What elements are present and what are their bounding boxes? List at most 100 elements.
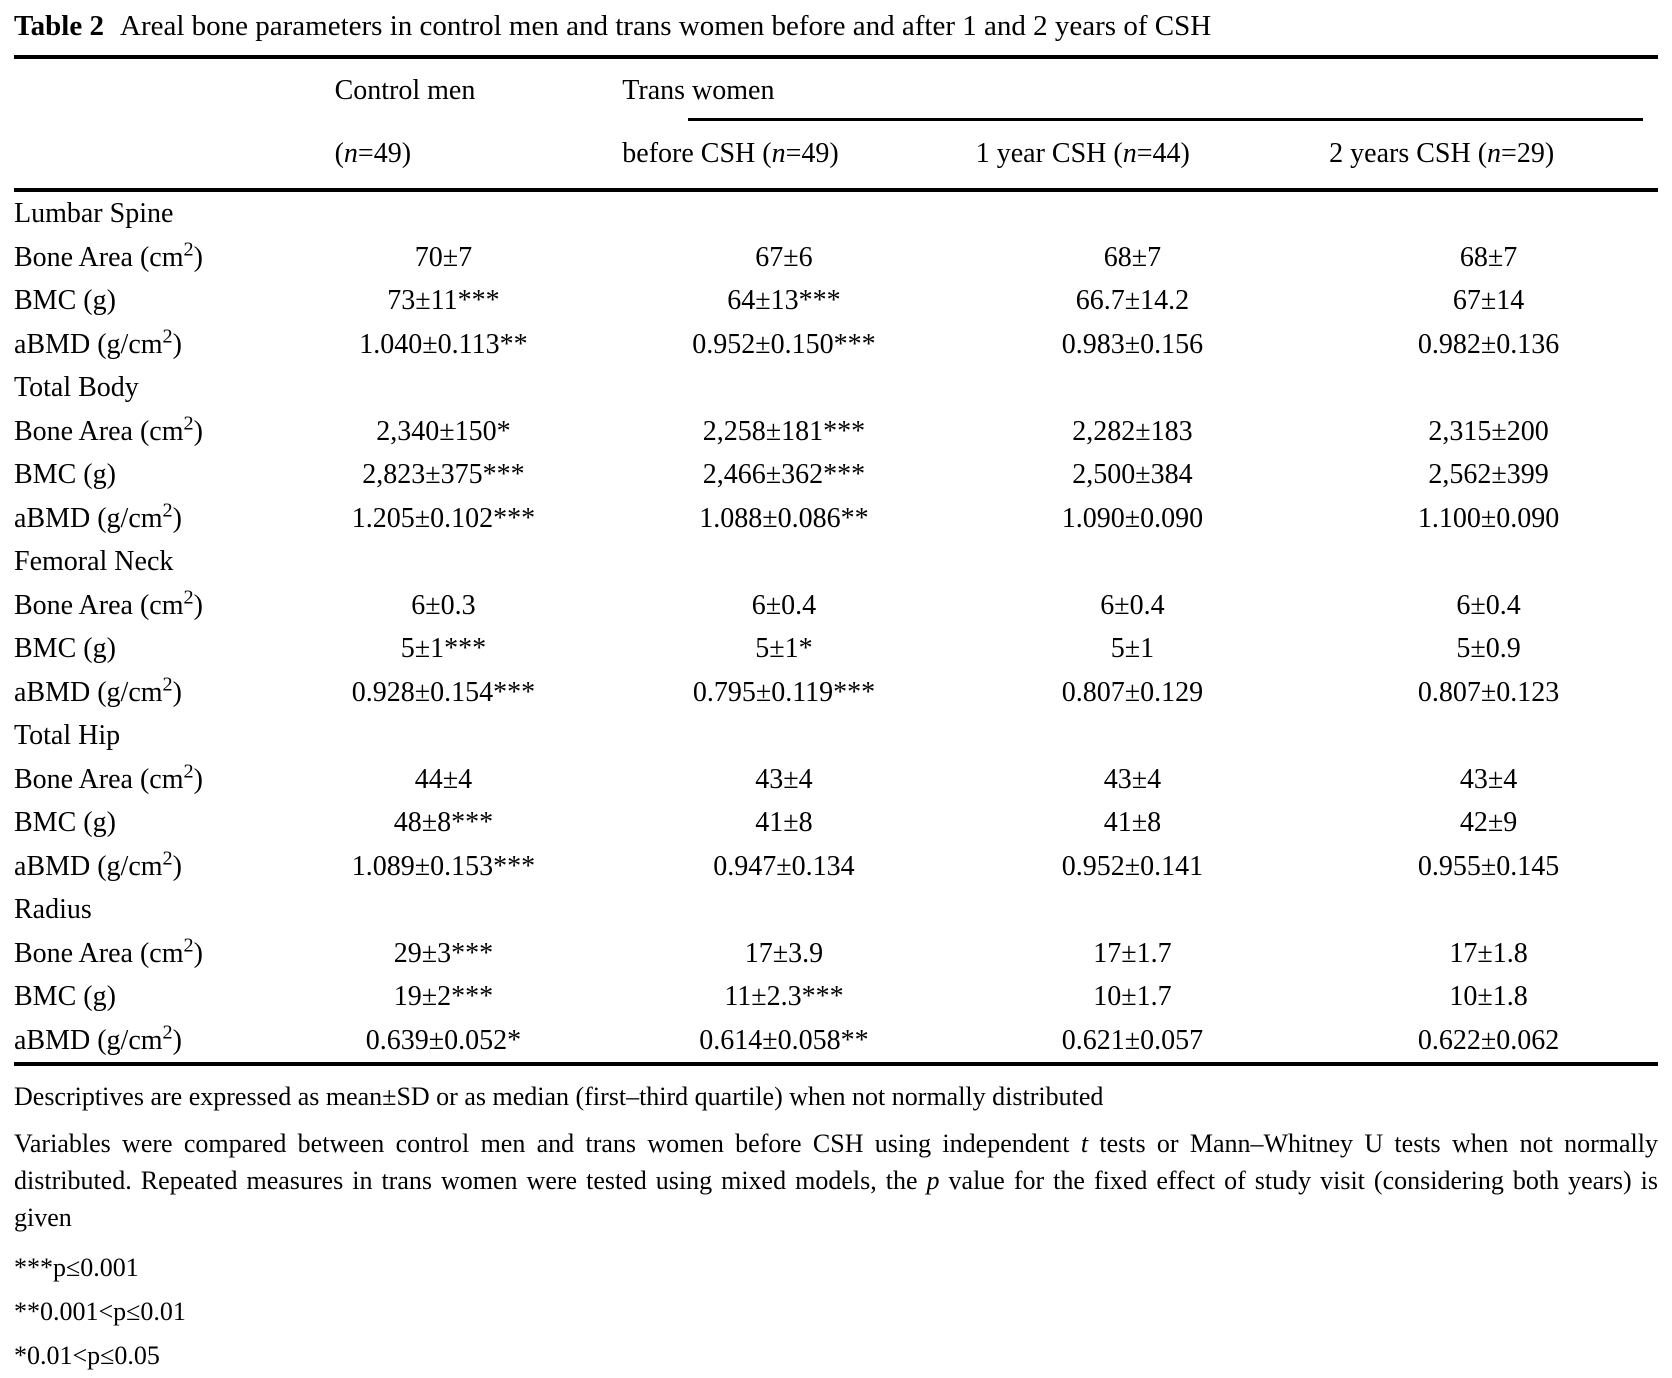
- cell-value: 1.088±0.086**: [699, 502, 869, 534]
- cell-value: 0.983±0.156: [1061, 328, 1204, 360]
- header-2-years-csh: 2 years CSH (n=29): [1329, 138, 1555, 169]
- cell-value: 1.089±0.153***: [351, 850, 536, 882]
- row-label: BMC (g): [14, 981, 116, 1012]
- row-label: BMC (g): [14, 633, 116, 664]
- row-label: aBMD (g/cm2): [14, 499, 182, 534]
- column-header-row: (n=49) before CSH (n=49) 1 year CSH (n=4…: [14, 121, 1658, 190]
- table-row: BMC (g) 48±8*** 41±8 41±8 42±9: [14, 801, 1658, 845]
- section-row: Total Body: [14, 366, 1658, 410]
- table-body: Lumbar Spine Bone Area (cm2) 70±7 67±6 68±7 6…: [14, 190, 1658, 1064]
- cell-value: 6±0.4: [1100, 589, 1165, 621]
- section-label: Femoral Neck: [14, 546, 174, 577]
- cell-value: 0.622±0.062: [1417, 1024, 1560, 1056]
- row-label: aBMD (g/cm2): [14, 325, 182, 360]
- cell-value: 0.952±0.141: [1061, 850, 1204, 882]
- cell-value: 1.100±0.090: [1417, 502, 1560, 534]
- cell-value: 43±4: [755, 763, 813, 795]
- header-1-year-csh: 1 year CSH (n=44): [975, 138, 1190, 169]
- footnote-descriptives: Descriptives are expressed as mean±SD or…: [14, 1082, 1104, 1111]
- table-row: aBMD (g/cm2) 1.089±0.153*** 0.947±0.134 0.9…: [14, 845, 1658, 889]
- cell-value: 68±7: [1103, 241, 1162, 273]
- table-row: Bone Area (cm2) 29±3*** 17±3.9 17±1.7 17±1.8: [14, 932, 1658, 976]
- cell-value: 41±8: [1103, 807, 1162, 838]
- cell-value: 2,500±384: [1072, 459, 1193, 490]
- cell-value: 70±7: [414, 241, 473, 273]
- cell-value: 2,466±362***: [702, 459, 866, 490]
- cell-value: 17±1.8: [1449, 937, 1528, 969]
- table-footnotes: Descriptives are expressed as mean±SD or…: [14, 1079, 1658, 1378]
- footnote-significance-01: **0.001<p≤0.01: [14, 1297, 186, 1326]
- cell-value: 10±1.8: [1449, 981, 1528, 1012]
- section-label: Radius: [14, 894, 92, 925]
- table-row: BMC (g) 2,823±375*** 2,466±362*** 2,500±384…: [14, 453, 1658, 497]
- cell-value: 5±0.9: [1456, 633, 1521, 664]
- footnote-methods: Variables were compared between control …: [14, 1129, 1659, 1232]
- cell-value: 5±1***: [400, 633, 487, 664]
- cell-value: 10±1.7: [1093, 981, 1172, 1012]
- cell-value: 2,562±399: [1428, 459, 1549, 490]
- cell-value: 6±0.4: [751, 589, 817, 621]
- empty-header-cell: [14, 121, 335, 190]
- row-label: aBMD (g/cm2): [14, 847, 182, 882]
- row-label: BMC (g): [14, 807, 116, 838]
- cell-value: 0.614±0.058**: [699, 1024, 869, 1056]
- cell-value: 41±8: [755, 807, 813, 838]
- cell-value: 17±1.7: [1093, 937, 1172, 969]
- cell-value: 0.621±0.057: [1061, 1024, 1204, 1056]
- section-row: Total Hip: [14, 714, 1658, 758]
- table-header: Control men Trans women (n=49) before CS…: [14, 57, 1658, 190]
- header-trans-women: Trans women: [622, 57, 1658, 121]
- table-row: aBMD (g/cm2) 1.205±0.102*** 1.088±0.086** 1…: [14, 497, 1658, 541]
- table-row: Bone Area (cm2) 44±4 43±4 43±4 43±4: [14, 758, 1658, 802]
- table-row: aBMD (g/cm2) 0.928±0.154*** 0.795±0.119***…: [14, 671, 1658, 715]
- cell-value: 42±9: [1459, 807, 1518, 838]
- footnote-significance-001: ***p≤0.001: [14, 1253, 139, 1282]
- section-label: Total Hip: [14, 720, 121, 751]
- cell-value: 0.947±0.134: [713, 850, 855, 882]
- cell-value: 64±13***: [727, 285, 841, 316]
- footnote-significance-05: *0.01<p≤0.05: [14, 1341, 160, 1370]
- cell-value: 2,315±200: [1428, 415, 1549, 447]
- table-row: BMC (g) 73±11*** 64±13*** 66.7±14.2 67±14: [14, 279, 1658, 323]
- table-row: aBMD (g/cm2) 0.639±0.052* 0.614±0.058** 0.6…: [14, 1019, 1658, 1065]
- cell-value: 73±11***: [387, 285, 500, 316]
- cell-value: 19±2***: [393, 981, 494, 1012]
- table-number: Table 2: [14, 10, 104, 42]
- cell-value: 17±3.9: [744, 937, 824, 969]
- cell-value: 1.090±0.090: [1061, 502, 1204, 534]
- table-row: Bone Area (cm2) 2,340±150* 2,258±181*** 2,2…: [14, 410, 1658, 454]
- row-label: Bone Area (cm2): [14, 934, 203, 969]
- section-row: Femoral Neck: [14, 540, 1658, 584]
- row-label: BMC (g): [14, 459, 116, 490]
- cell-value: 2,340±150*: [376, 415, 511, 447]
- cell-value: 5±1: [1110, 633, 1155, 664]
- cell-value: 6±0.4: [1456, 589, 1521, 621]
- header-before-csh: before CSH (n=49): [622, 138, 839, 169]
- cell-value: 67±6: [755, 241, 813, 273]
- cell-value: 48±8***: [393, 807, 494, 838]
- bone-parameters-table: Control men Trans women (n=49) before CS…: [14, 55, 1658, 1066]
- row-label: aBMD (g/cm2): [14, 1021, 182, 1056]
- cell-value: 1.205±0.102***: [351, 502, 536, 534]
- cell-value: 0.795±0.119***: [692, 676, 876, 708]
- cell-value: 0.807±0.123: [1417, 676, 1560, 708]
- section-label: Total Body: [14, 372, 139, 403]
- table-row: Bone Area (cm2) 6±0.3 6±0.4 6±0.4 6±0.4: [14, 584, 1658, 628]
- cell-value: 0.807±0.129: [1061, 676, 1204, 708]
- cell-value: 2,823±375***: [362, 459, 525, 490]
- cell-value: 11±2.3***: [724, 981, 844, 1012]
- section-row: Radius: [14, 888, 1658, 932]
- table-caption-text: Areal bone parameters in control men and…: [120, 10, 1212, 42]
- cell-value: 5±1*: [755, 633, 813, 664]
- cell-value: 1.040±0.113**: [359, 328, 528, 360]
- group-header-row: Control men Trans women: [14, 57, 1658, 121]
- cell-value: 29±3***: [393, 937, 494, 969]
- table-caption: Table 2 Areal bone parameters in control …: [14, 8, 1658, 44]
- header-control-men: Control men: [334, 75, 476, 106]
- cell-value: 2,282±183: [1072, 415, 1193, 447]
- header-control-n: (n=49): [334, 138, 412, 169]
- row-label: Bone Area (cm2): [14, 586, 203, 621]
- cell-value: 0.952±0.150***: [692, 328, 876, 360]
- cell-value: 0.928±0.154***: [351, 676, 536, 708]
